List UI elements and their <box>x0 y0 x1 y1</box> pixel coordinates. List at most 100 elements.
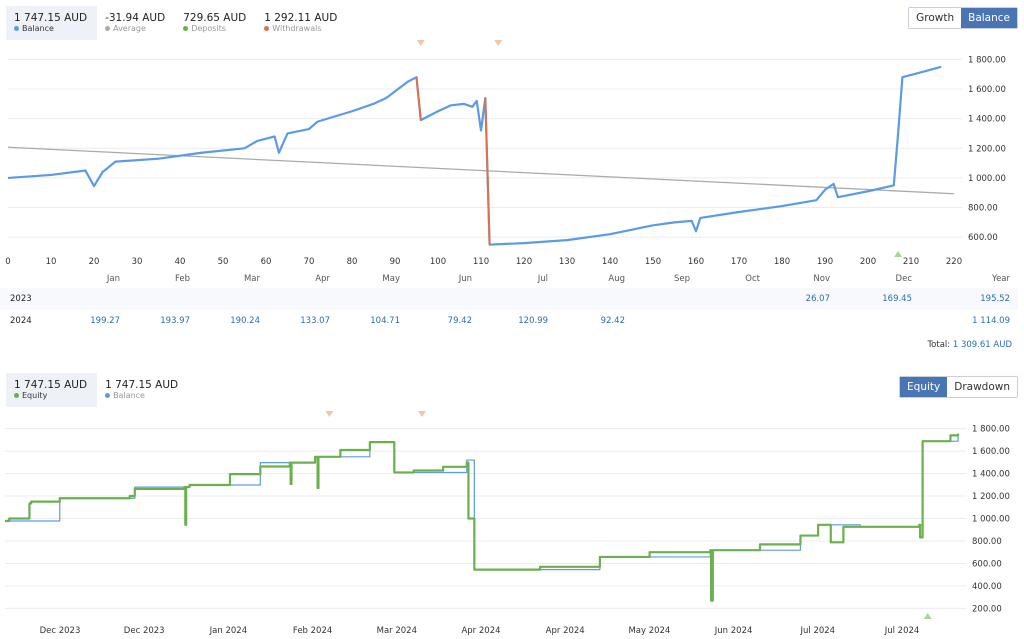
withdrawal-marker-icon <box>418 411 427 417</box>
x-tick-label: 220 <box>946 257 962 267</box>
month-value: 92.42 <box>600 316 625 326</box>
x-tick-label: 60 <box>261 257 272 267</box>
average-line <box>7 146 955 195</box>
y-tick-label: 800.00 <box>968 204 998 214</box>
legend-item[interactable]: 1 747.15 AUD Equity <box>6 373 98 407</box>
x-tick-label: Apr 2024 <box>546 626 585 636</box>
x-tick-label: 30 <box>132 257 143 267</box>
balance-line <box>5 433 959 571</box>
y-tick-label: 400.00 <box>972 582 1002 592</box>
withdrawal-marker-icon <box>416 40 425 46</box>
month-value: 190.24 <box>230 316 260 326</box>
equity-button[interactable]: Equity <box>900 377 948 397</box>
legend-dot-icon <box>264 26 270 31</box>
legend-label: Average <box>113 24 146 33</box>
x-tick-label: Apr 2024 <box>461 626 500 636</box>
x-tick-label: 150 <box>645 257 661 267</box>
x-tick-label: 40 <box>175 257 186 267</box>
column-header: Jun <box>458 274 472 284</box>
y-tick-label: 1 800.00 <box>972 425 1010 435</box>
legend-label: Balance <box>113 391 145 400</box>
legend-dot-icon <box>105 393 111 398</box>
x-tick-label: 140 <box>602 257 618 267</box>
column-header: Sep <box>673 274 690 284</box>
y-tick-label: 1 600.00 <box>968 85 1006 95</box>
month-value: 199.27 <box>90 316 120 326</box>
y-tick-label: 1 400.00 <box>968 115 1006 125</box>
x-tick-label: 200 <box>860 257 876 267</box>
legend-value: 1 747.15 AUD <box>14 12 88 24</box>
x-tick-label: 170 <box>731 257 747 267</box>
x-tick-label: 180 <box>774 257 790 267</box>
month-value: 1 114.09 <box>972 316 1010 326</box>
withdrawal-segment <box>484 97 491 245</box>
y-tick-label: 1 400.00 <box>972 470 1010 480</box>
x-tick-label: Mar 2024 <box>377 626 417 636</box>
x-tick-label: 0 <box>5 257 10 267</box>
x-tick-label: Jun 2024 <box>714 626 753 636</box>
x-tick-label: 80 <box>347 257 358 267</box>
month-value: 169.45 <box>882 294 912 304</box>
legend-item[interactable]: 729.65 AUD Deposits <box>175 6 256 40</box>
legend-label: Withdrawals <box>272 24 322 33</box>
y-tick-label: 1 600.00 <box>972 447 1010 457</box>
x-tick-label: 110 <box>473 257 489 267</box>
legend-label: Deposits <box>191 24 226 33</box>
table-row: 2024 199.27 193.97 190.24 133.07 104.71 79.42 1… <box>0 310 1018 332</box>
x-tick-label: 160 <box>688 257 704 267</box>
withdrawal-segment <box>415 77 422 121</box>
balance-button[interactable]: Balance <box>961 8 1017 28</box>
legend-item[interactable]: -31.94 AUD Average <box>97 6 175 40</box>
balance-chart: 600.00 800.00 1 000.00 1 200.00 1 400.00 1 60… <box>5 40 1006 267</box>
y-tick-label: 1 200.00 <box>968 144 1006 154</box>
legend-value: 1 292.11 AUD <box>264 12 338 24</box>
column-header: Year <box>992 274 1010 284</box>
legend-item[interactable]: 1 292.11 AUD Withdrawals <box>256 6 347 40</box>
x-tick-label: 210 <box>903 257 919 267</box>
column-header: Feb <box>174 274 190 284</box>
legend-dot-icon <box>183 26 189 31</box>
x-tick-label: Dec 2023 <box>40 626 81 636</box>
month-value: 195.52 <box>980 294 1010 304</box>
growth-button[interactable]: Growth <box>909 8 962 28</box>
drawdown-button[interactable]: Drawdown <box>947 377 1017 397</box>
equity-mode-toggle: Equity Drawdown <box>899 376 1018 398</box>
y-tick-label: 1 200.00 <box>972 492 1010 502</box>
x-tick-label: 120 <box>516 257 532 267</box>
legend-label: Equity <box>22 391 48 400</box>
total-label: Total: <box>927 340 951 350</box>
total-row: Total: 1 309.61 AUD <box>927 340 1012 350</box>
x-tick-label: Jan 2024 <box>209 626 247 636</box>
x-tick-label: 130 <box>559 257 575 267</box>
x-tick-label: 20 <box>89 257 100 267</box>
y-tick-label: 800.00 <box>972 537 1002 547</box>
column-header: Jul <box>537 274 548 284</box>
legend-value: -31.94 AUD <box>105 12 166 24</box>
x-tick-label: Dec 2023 <box>124 626 165 636</box>
month-value: 120.99 <box>518 316 548 326</box>
balance-line <box>7 65 942 246</box>
x-tick-label: Jul 2024 <box>800 626 836 636</box>
table-header: Jan Feb Mar Apr May Jun Jul Aug Sep Oct Nov Dec Year <box>0 268 1018 290</box>
x-tick-label: Jul 2024 <box>884 626 920 636</box>
column-header: Apr <box>315 274 330 284</box>
month-value: 79.42 <box>447 316 472 326</box>
y-tick-label: 600.00 <box>972 559 1002 569</box>
row-year: 2024 <box>10 316 32 326</box>
x-tick-label: 90 <box>390 257 401 267</box>
column-header: Jan <box>106 274 120 284</box>
y-tick-label: 600.00 <box>968 233 998 243</box>
y-tick-label: 200.00 <box>972 604 1002 614</box>
legend-value: 1 747.15 AUD <box>14 379 88 391</box>
month-value: 104.71 <box>370 316 400 326</box>
x-tick-label: 100 <box>430 257 446 267</box>
x-tick-label: 10 <box>46 257 57 267</box>
y-tick-label: 1 000.00 <box>972 515 1010 525</box>
month-value: 26.07 <box>805 294 830 304</box>
month-value: 193.97 <box>160 316 190 326</box>
column-header: May <box>382 274 400 284</box>
column-header: Oct <box>745 274 760 284</box>
legend-item[interactable]: 1 747.15 AUD Balance <box>6 6 98 40</box>
legend-item[interactable]: 1 747.15 AUD Balance <box>97 373 188 407</box>
y-tick-label: 1 000.00 <box>968 174 1006 184</box>
